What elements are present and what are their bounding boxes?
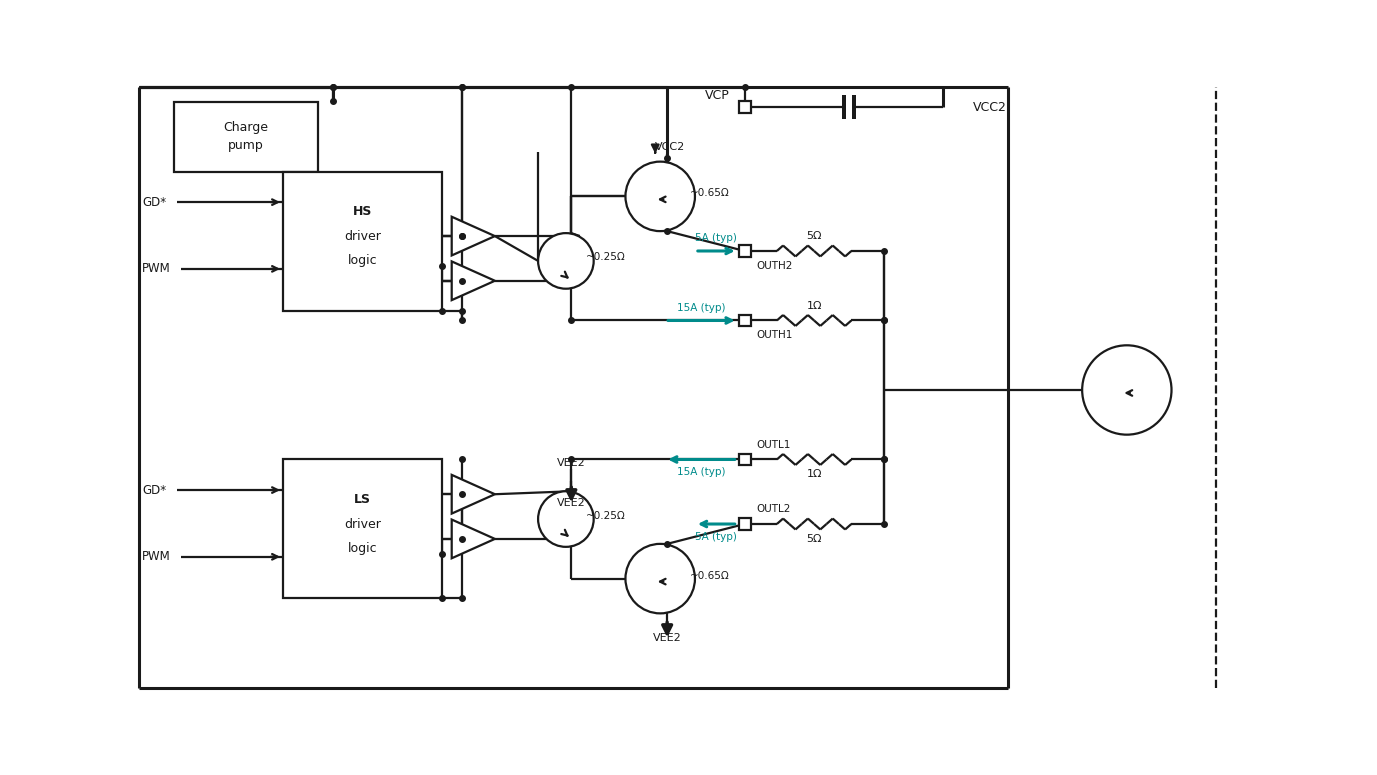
Text: 5A (typ): 5A (typ)	[695, 233, 737, 243]
Circle shape	[625, 544, 695, 613]
Text: pump: pump	[227, 140, 263, 152]
Text: VEE2: VEE2	[556, 459, 585, 468]
Circle shape	[538, 233, 593, 289]
Text: driver: driver	[344, 229, 381, 243]
Polygon shape	[452, 217, 494, 256]
Text: 15A (typ): 15A (typ)	[677, 467, 726, 477]
Text: 5Ω: 5Ω	[807, 534, 822, 544]
Text: 5A (typ): 5A (typ)	[695, 532, 737, 542]
Text: 5Ω: 5Ω	[807, 231, 822, 241]
Text: HS: HS	[353, 205, 372, 218]
Polygon shape	[452, 475, 494, 514]
Text: Charge: Charge	[223, 122, 269, 134]
Text: VCC2: VCC2	[655, 142, 686, 152]
Text: ~0.65Ω: ~0.65Ω	[690, 188, 730, 198]
Bar	[738, 101, 750, 113]
Bar	[174, 102, 318, 171]
Text: VCP: VCP	[705, 88, 730, 102]
Bar	[282, 460, 442, 598]
Bar	[282, 171, 442, 311]
Text: LS: LS	[354, 493, 370, 506]
Text: ~0.65Ω: ~0.65Ω	[690, 570, 730, 580]
Text: GD*: GD*	[142, 195, 167, 208]
Text: GD*: GD*	[142, 484, 167, 497]
Text: OUTL2: OUTL2	[756, 504, 790, 514]
Text: 1Ω: 1Ω	[807, 301, 822, 311]
Circle shape	[1082, 346, 1172, 435]
Bar	[738, 453, 750, 466]
Bar	[738, 518, 750, 530]
Polygon shape	[452, 261, 494, 300]
Text: OUTL1: OUTL1	[756, 439, 790, 449]
Text: PWM: PWM	[142, 550, 171, 563]
Text: ~0.25Ω: ~0.25Ω	[587, 511, 627, 521]
Bar	[738, 245, 750, 257]
Text: OUTH2: OUTH2	[756, 261, 793, 271]
Text: VCC2: VCC2	[974, 101, 1007, 113]
Bar	[738, 315, 750, 326]
Text: 1Ω: 1Ω	[807, 470, 822, 480]
Polygon shape	[452, 519, 494, 558]
Text: ~0.25Ω: ~0.25Ω	[587, 253, 627, 263]
Text: 15A (typ): 15A (typ)	[677, 302, 726, 312]
Text: logic: logic	[347, 254, 377, 267]
Text: driver: driver	[344, 518, 381, 531]
Circle shape	[625, 162, 695, 231]
Text: VEE2: VEE2	[653, 633, 682, 643]
Circle shape	[538, 491, 593, 547]
Text: logic: logic	[347, 542, 377, 556]
Text: PWM: PWM	[142, 263, 171, 275]
Text: VEE2: VEE2	[556, 498, 585, 508]
Text: OUTH1: OUTH1	[756, 330, 793, 340]
